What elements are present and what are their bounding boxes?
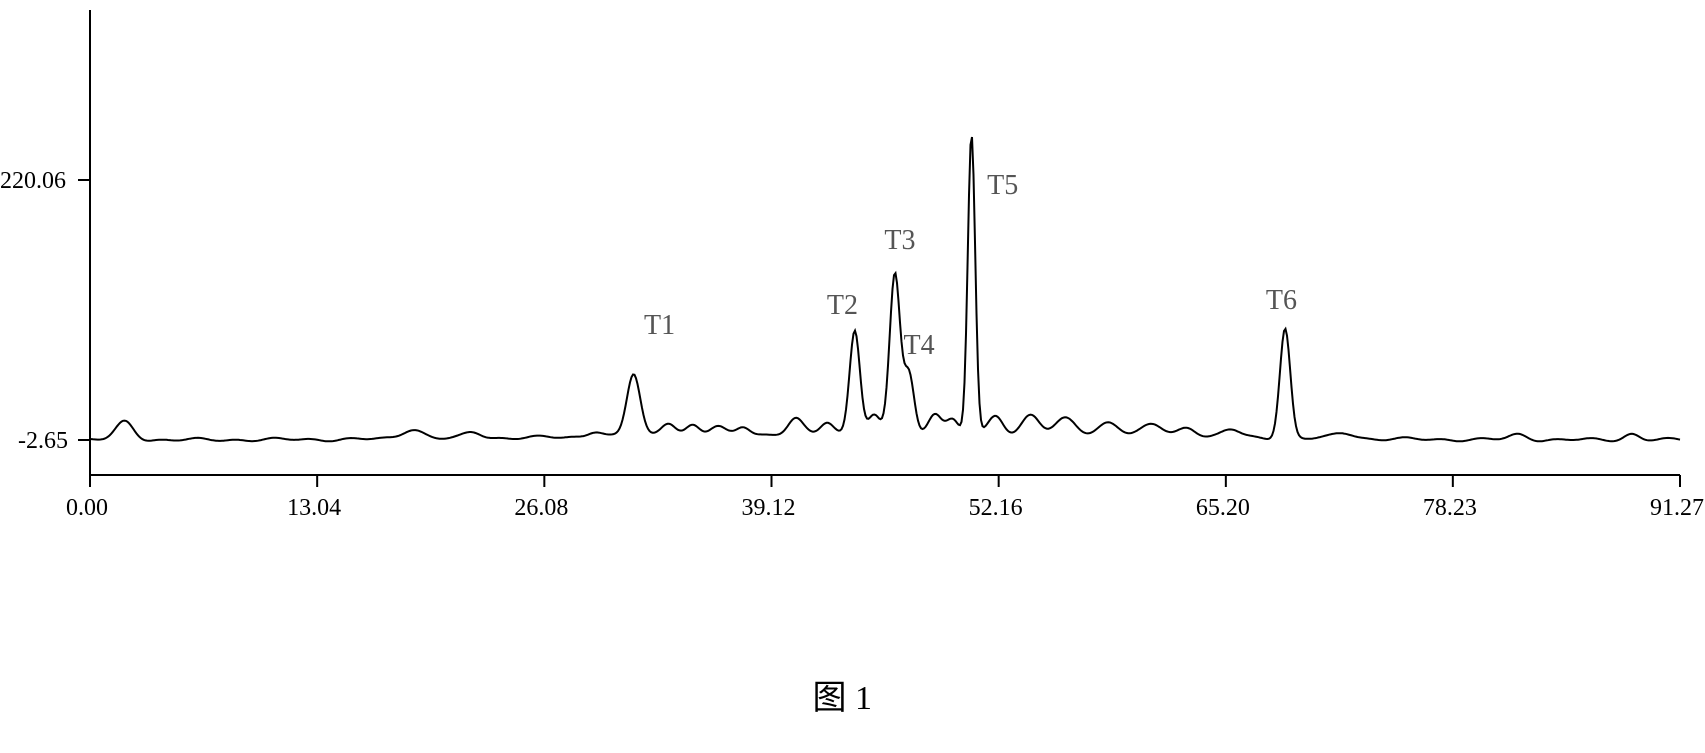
peak-label-T4: T4: [904, 330, 935, 362]
xtick-label-4: 52.16: [969, 495, 1023, 522]
peak-label-T3: T3: [884, 225, 915, 257]
xtick-label-7: 91.27: [1650, 495, 1704, 522]
xtick-label-2: 26.08: [514, 495, 568, 522]
peak-label-T5: T5: [987, 170, 1018, 202]
xtick-label-5: 65.20: [1196, 495, 1250, 522]
xtick-label-0: 0.00: [66, 495, 108, 522]
ytick-label-top: 220.06: [0, 168, 66, 195]
peak-label-T6: T6: [1266, 285, 1297, 317]
figure-caption: 图 1: [813, 670, 873, 719]
chromatogram-figure: 220.06 -2.65 0.00 13.04 26.08 39.12 52.16 65.20…: [0, 0, 1705, 753]
peak-label-T2: T2: [827, 290, 858, 322]
chromatogram-svg: [0, 0, 1705, 753]
xtick-label-6: 78.23: [1423, 495, 1477, 522]
ytick-label-bottom: -2.65: [18, 428, 68, 455]
peak-label-T1: T1: [644, 310, 675, 342]
xtick-label-3: 39.12: [742, 495, 796, 522]
xtick-label-1: 13.04: [287, 495, 341, 522]
